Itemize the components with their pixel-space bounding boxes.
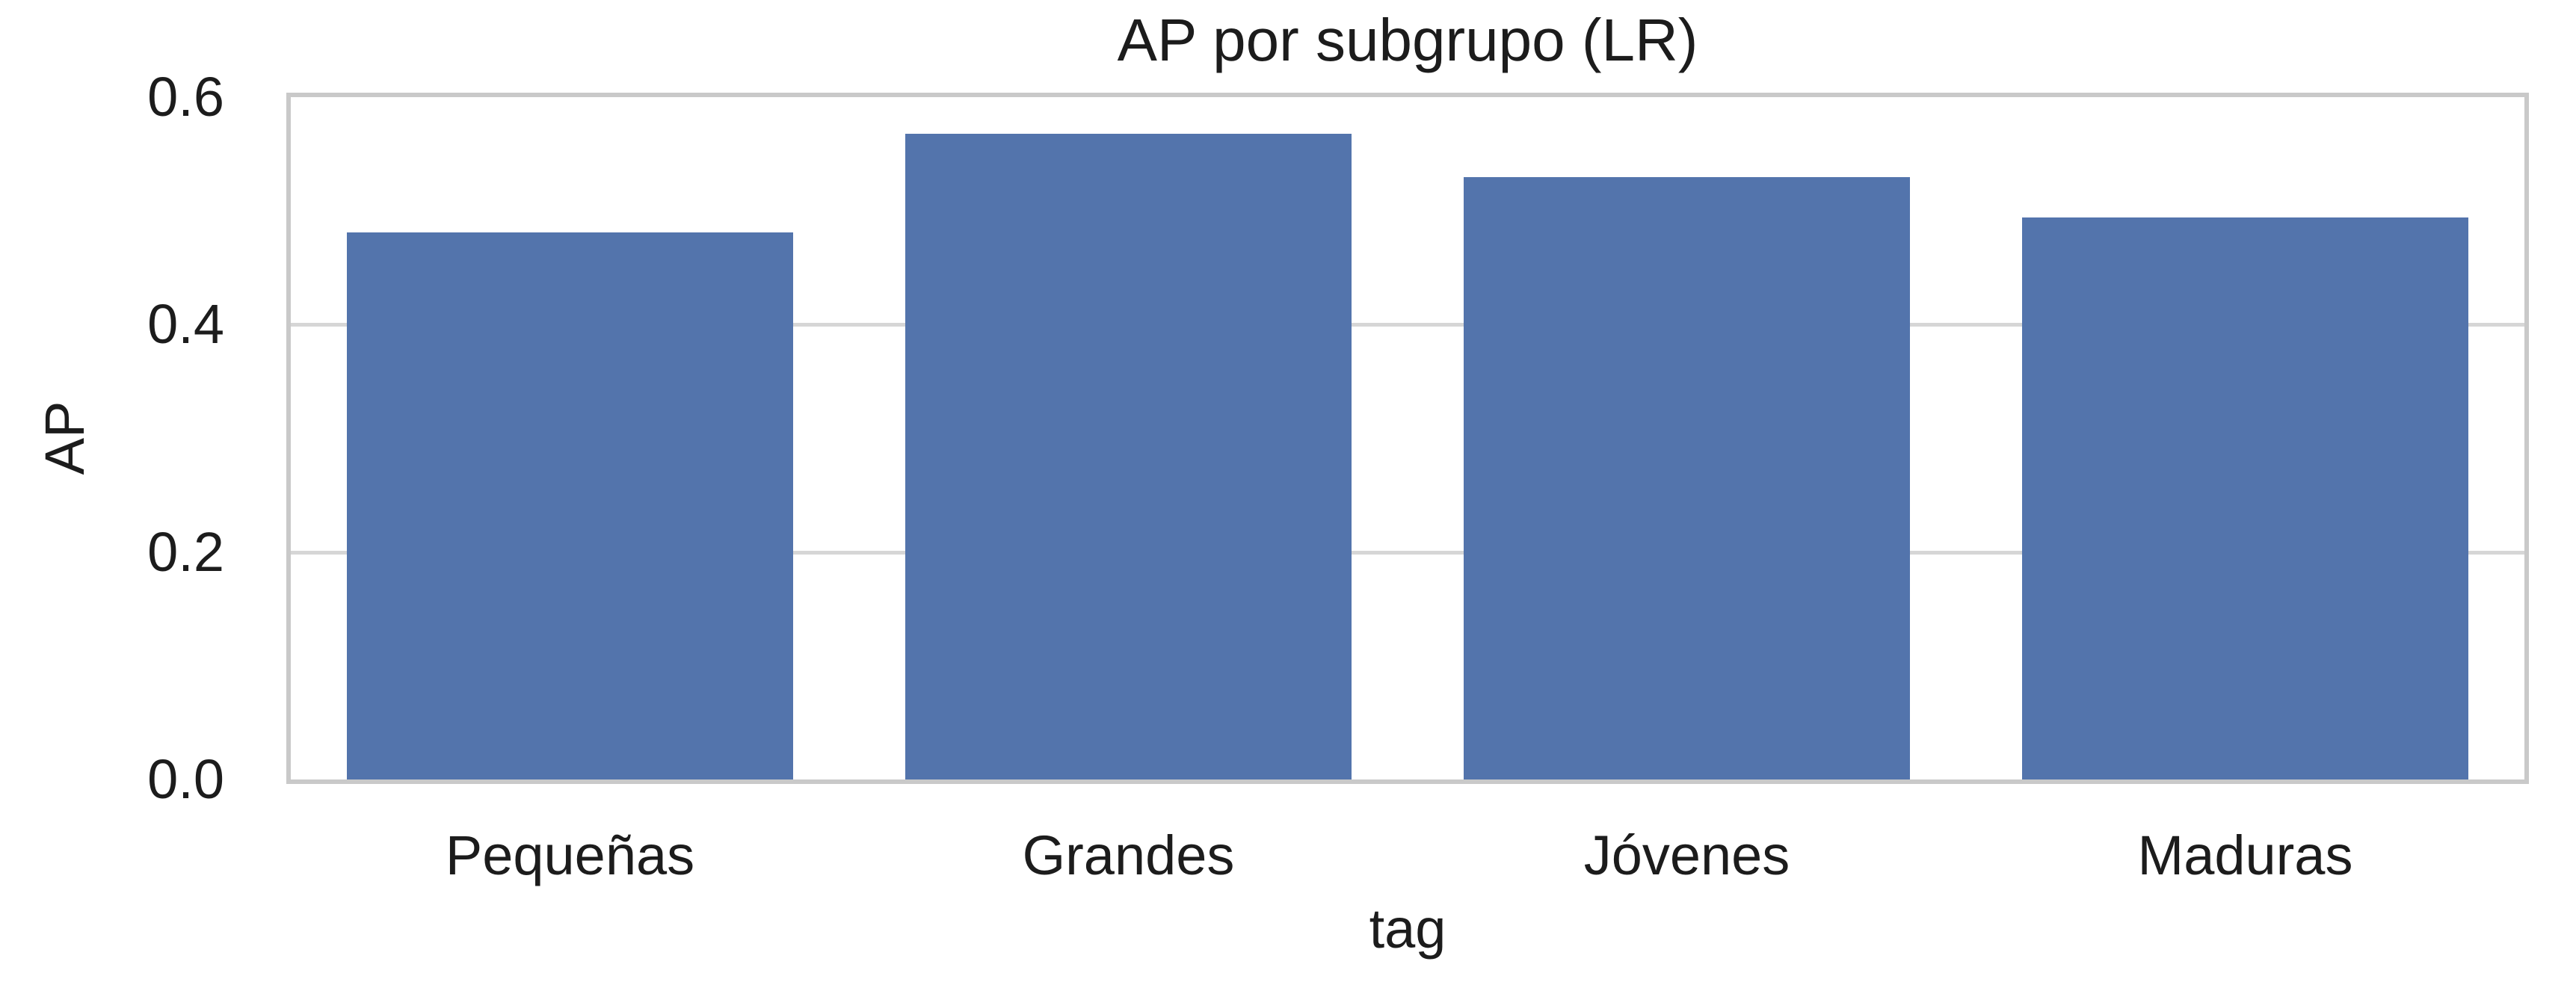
bar-jovenes [1463, 176, 1911, 779]
y-tick-label-0.6: 0.6 [147, 66, 224, 128]
x-tick-label-jovenes: Jóvenes [1583, 824, 1790, 886]
y-axis-label: AP [34, 401, 96, 475]
gridline-y-0.2 [291, 550, 2524, 555]
bar-grandes [905, 133, 1352, 779]
x-tick-label-maduras: Maduras [2137, 824, 2353, 886]
x-axis-label: tag [1369, 898, 1446, 960]
x-tick-label-pequenas: Pequeñas [445, 824, 695, 886]
x-tick-label-grandes: Grandes [1022, 824, 1235, 886]
chart-title: AP por subgrupo (LR) [1117, 7, 1698, 73]
gridline-y-0.4 [291, 323, 2524, 327]
bar-pequenas [346, 232, 794, 779]
bar-maduras [2021, 217, 2469, 779]
y-tick-label-0.0: 0.0 [147, 748, 224, 810]
y-tick-label-0.4: 0.4 [147, 293, 224, 356]
y-tick-label-0.2: 0.2 [147, 520, 224, 583]
plot-area [286, 93, 2529, 784]
